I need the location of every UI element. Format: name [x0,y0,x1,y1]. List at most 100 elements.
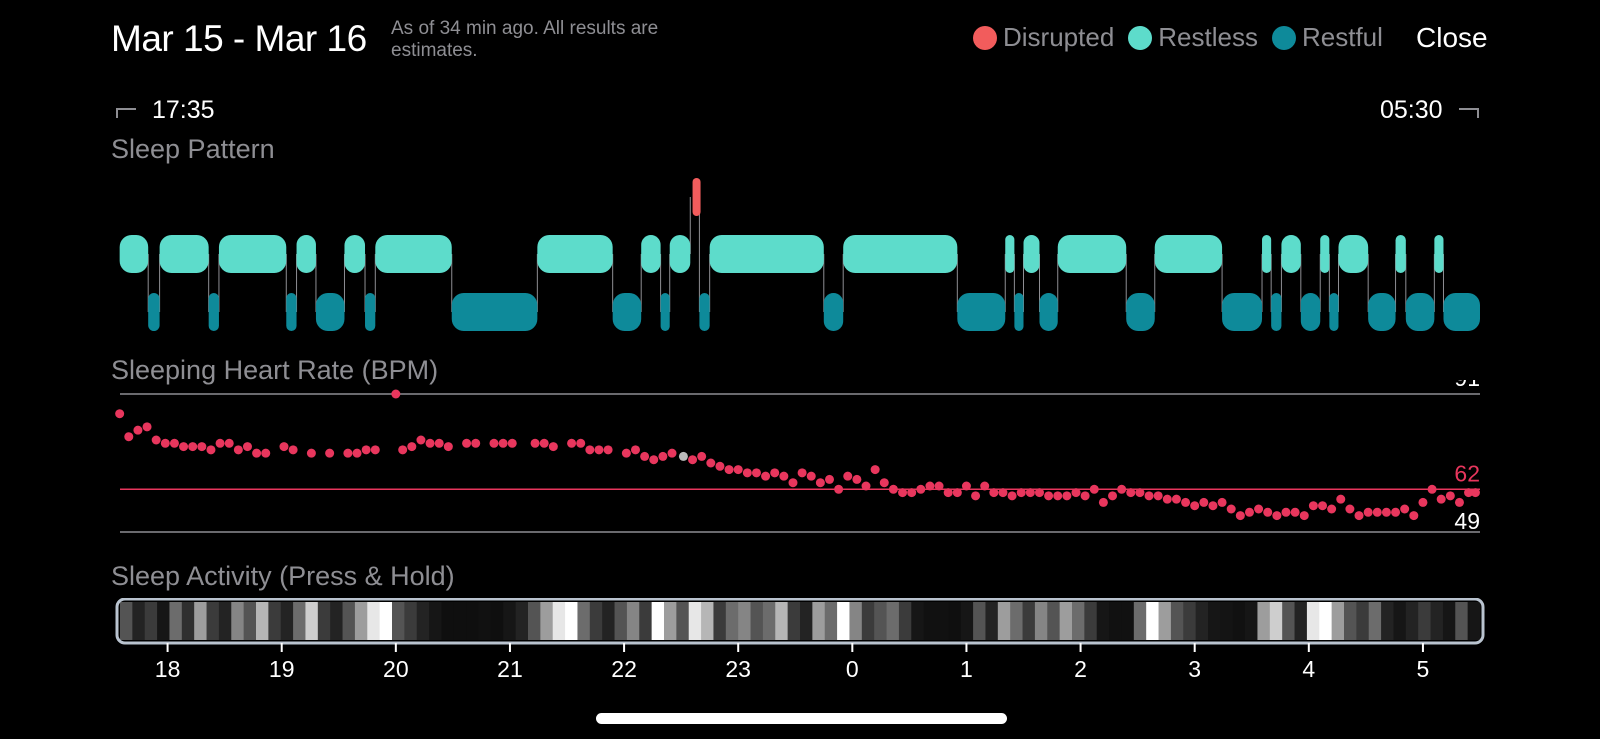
activity-cell [441,602,455,640]
hr-point [843,471,853,481]
hr-point [1445,491,1455,501]
segment-restless [375,235,452,273]
range-start-bracket-icon [116,107,136,118]
hr-point [1190,501,1200,511]
hr-point [797,468,807,478]
hr-point [169,438,179,448]
activity-cell [1455,602,1469,640]
segment-restful [1014,293,1024,331]
activity-cell [1208,602,1221,640]
activity-cell [1356,602,1370,640]
hr-point [761,471,771,481]
segment-restless [1057,235,1127,273]
hr-point [1071,488,1081,498]
activity-cell [330,602,344,640]
range-end: 05:30 [1380,96,1479,125]
hr-point [539,438,549,448]
segment-restful [451,293,538,331]
activity-cell [589,602,603,640]
activity-cell [1344,602,1357,640]
hr-point [151,435,161,445]
segment-restless [641,235,661,273]
activity-cell [515,602,529,640]
hr-point-max [391,389,401,399]
segment-restless [537,235,613,273]
estimate-note: As of 34 min ago. All results are estima… [391,18,659,61]
hr-point [1080,491,1090,501]
segment-restless [669,235,691,273]
hr-point [1281,507,1291,517]
hr-point [667,448,677,458]
hr-point [1436,494,1446,504]
hr-point [206,445,216,455]
hr-point [124,432,134,442]
home-indicator[interactable] [596,713,1007,724]
heart-rate-label: Sleeping Heart Rate (BPM) [111,355,439,385]
hr-point [621,448,631,458]
activity-cell [688,602,702,640]
hr-point [548,442,558,452]
activity-cell [132,602,146,640]
x-tick-label: 19 [269,656,295,682]
hr-point [1062,491,1072,501]
hr-point [1007,491,1017,501]
activity-cell [243,602,257,640]
x-tick-label: 5 [1417,656,1430,682]
segment-restful [1222,293,1263,331]
activity-cell [194,602,208,640]
hr-point [1354,511,1364,521]
activity-cell [886,602,900,640]
activity-cell [898,602,912,640]
activity-chart[interactable]: 18 19 20 21 22 23 0 1 2 3 4 5 [0,598,1600,698]
hr-point [361,445,371,455]
hr-point [715,461,725,471]
close-button[interactable]: Close [1416,22,1488,53]
activity-cell [367,602,381,640]
activity-cell [280,602,294,640]
activity-cell [1220,602,1234,640]
activity-cell [540,602,554,640]
hr-point [1135,488,1145,498]
activity-cell [1047,602,1061,640]
segment-restful [148,293,160,331]
hr-point [1409,511,1419,521]
activity-cell [293,602,306,640]
hr-point [160,438,170,448]
hr-point [352,448,362,458]
activity-cell [1059,602,1073,640]
hr-point [934,481,944,491]
activity-cell [651,602,665,640]
activity-cell [1294,602,1308,640]
hr-point [980,481,990,491]
hr-point [697,451,707,461]
activity-cell [1381,602,1394,640]
activity-cell [144,602,158,640]
activity-cell [1034,602,1048,640]
segment-restless [1320,235,1330,273]
hr-point [434,438,444,448]
activity-cell [528,602,541,640]
segment-restful [1443,293,1480,331]
hr-point [770,468,780,478]
activity-cell [1430,602,1444,640]
x-tick-label: 4 [1302,656,1315,682]
activity-cell [701,602,714,640]
hr-point [1162,494,1172,504]
hr-point [1418,497,1428,507]
hr-point [1208,501,1218,511]
segment-restful [612,293,642,331]
hr-point [1400,504,1410,514]
activity-cell [775,602,789,640]
range-start-time: 17:35 [152,96,215,124]
hr-point [1044,491,1054,501]
activity-cell [738,602,752,640]
hr-point [724,465,734,475]
hr-point [370,445,380,455]
activity-cell [503,602,517,640]
hr-point [640,451,650,461]
x-tick-label: 20 [383,656,409,682]
segment-restless [709,235,824,273]
activity-cell [565,602,578,640]
activity-cell [404,602,418,640]
activity-cell [218,602,232,640]
